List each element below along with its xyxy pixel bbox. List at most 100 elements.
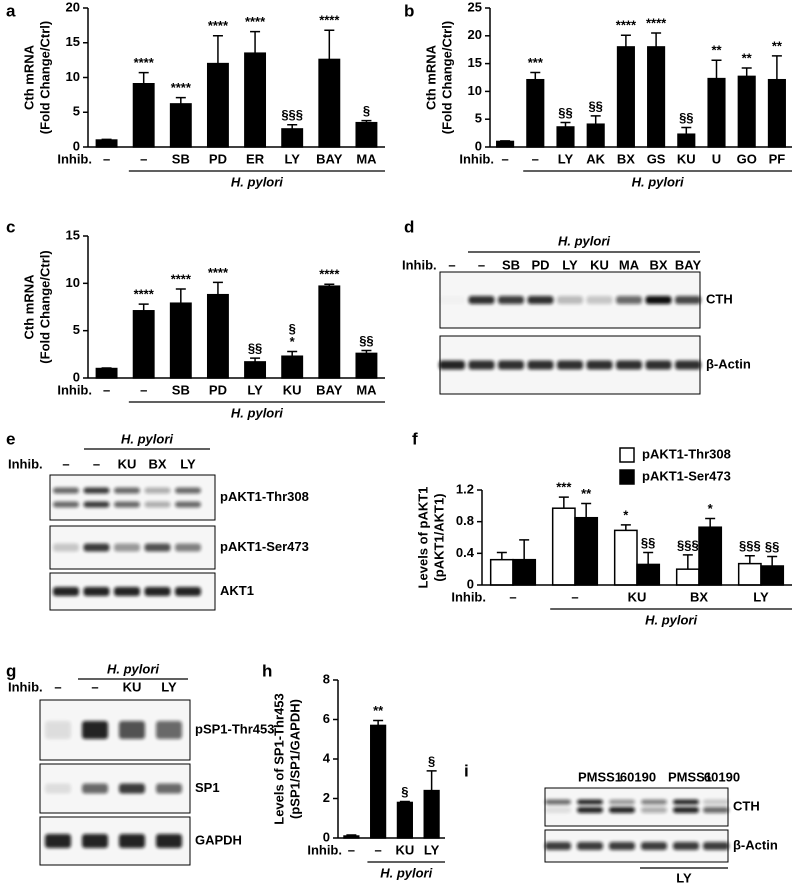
significance-label: §§ xyxy=(588,98,602,113)
x-tick-label: – xyxy=(103,382,110,397)
blot-band xyxy=(557,296,583,304)
significance-label: ** xyxy=(581,486,592,501)
significance-label: §§ xyxy=(679,110,693,125)
blot-band xyxy=(577,842,603,850)
significance-label: **** xyxy=(134,55,155,70)
significance-label: * xyxy=(290,334,296,349)
bar xyxy=(769,80,786,147)
group-label: H. pylori xyxy=(107,661,159,676)
bar xyxy=(699,527,721,585)
legend-swatch xyxy=(620,470,634,484)
x-tick-label: LY xyxy=(558,151,574,166)
error-bar xyxy=(581,503,591,517)
blot-band xyxy=(609,800,635,805)
row-label: Inhib. xyxy=(57,382,92,397)
blot-band xyxy=(641,800,667,805)
y-tick-label: 20 xyxy=(66,0,80,14)
blot-band xyxy=(45,834,71,848)
bar xyxy=(513,560,535,585)
x-tick-label: ER xyxy=(246,151,265,166)
blot-band xyxy=(119,784,145,794)
bar xyxy=(133,84,153,147)
y-tick-label: 25 xyxy=(468,0,482,14)
error-bar xyxy=(530,72,540,79)
x-tick-label: BX xyxy=(617,151,635,166)
blot-band xyxy=(84,544,110,552)
significance-label: *** xyxy=(556,480,572,495)
legend-swatch xyxy=(620,448,634,462)
blot-band xyxy=(156,784,182,794)
x-tick-label: LY xyxy=(247,382,263,397)
significance-label: * xyxy=(708,501,714,516)
bar xyxy=(96,369,116,378)
error-bar xyxy=(427,771,437,791)
blot-band xyxy=(609,842,635,850)
significance-label: ** xyxy=(772,38,783,53)
bar xyxy=(637,564,659,585)
significance-label: §§ xyxy=(558,105,572,120)
significance-label: **** xyxy=(616,18,637,33)
lane-label: 60190 xyxy=(704,769,740,784)
blot-row-label: SP1 xyxy=(195,780,220,795)
lane-label: BX xyxy=(148,456,166,471)
panel-letter: d xyxy=(404,217,414,236)
x-tick-label: KU xyxy=(395,842,414,857)
group-label: H. pylori xyxy=(231,405,283,420)
significance-label: ** xyxy=(711,43,722,58)
bar xyxy=(171,303,191,378)
blot-band xyxy=(646,296,672,304)
blot-band xyxy=(469,296,495,304)
blot-band xyxy=(84,502,110,508)
error-bar xyxy=(742,68,752,76)
blot-band xyxy=(498,361,524,370)
blot-band xyxy=(641,807,667,813)
x-tick-label: BAY xyxy=(316,382,343,397)
lane-label: – xyxy=(62,456,69,471)
significance-label: §§§ xyxy=(281,107,303,122)
blot-band xyxy=(703,807,729,813)
bar xyxy=(133,311,153,378)
blot-band xyxy=(53,587,79,596)
bar xyxy=(708,79,725,147)
row-label: Inhib. xyxy=(402,257,437,272)
lane-label: – xyxy=(93,456,100,471)
blot-band xyxy=(53,488,79,494)
blot-band xyxy=(114,488,140,494)
row-label: Inhib. xyxy=(459,151,494,166)
blot-band xyxy=(156,721,182,739)
significance-label: **** xyxy=(208,265,229,280)
y-tick-label: 5 xyxy=(73,322,80,337)
x-tick-label: LY xyxy=(284,151,300,166)
x-tick-label: MA xyxy=(356,382,377,397)
y-tick-label: 15 xyxy=(66,34,80,49)
lane-label: BX xyxy=(649,257,667,272)
x-tick-label: – xyxy=(509,589,516,604)
error-bar xyxy=(497,553,507,560)
blot-band xyxy=(498,296,524,304)
significance-label: *** xyxy=(528,55,544,70)
bar xyxy=(491,560,513,585)
blot-band xyxy=(82,784,108,794)
blot-frame xyxy=(545,830,728,862)
y-axis-label: Levels of SP1-Thr453 xyxy=(271,693,286,825)
blot-band xyxy=(145,502,171,508)
x-tick-label: AK xyxy=(586,151,605,166)
blot-band xyxy=(545,800,571,805)
blot-band xyxy=(641,842,667,850)
y-axis-label: Cth mRNA xyxy=(423,44,438,110)
bar xyxy=(761,566,783,585)
blot-band xyxy=(673,807,699,813)
y-tick-label: 1.2 xyxy=(456,481,474,496)
error-bar xyxy=(213,36,223,64)
significance-label: **** xyxy=(171,271,192,286)
bar xyxy=(356,353,376,378)
lane-label: LY xyxy=(562,257,578,272)
y-tick-label: 8 xyxy=(323,671,330,686)
row-label: Inhib. xyxy=(307,842,342,857)
blot-band xyxy=(119,721,145,739)
x-tick-label: KU xyxy=(628,589,647,604)
significance-label: ** xyxy=(742,50,753,65)
significance-label: **** xyxy=(245,14,266,29)
bar xyxy=(618,47,635,147)
significance-label: ** xyxy=(373,703,384,718)
